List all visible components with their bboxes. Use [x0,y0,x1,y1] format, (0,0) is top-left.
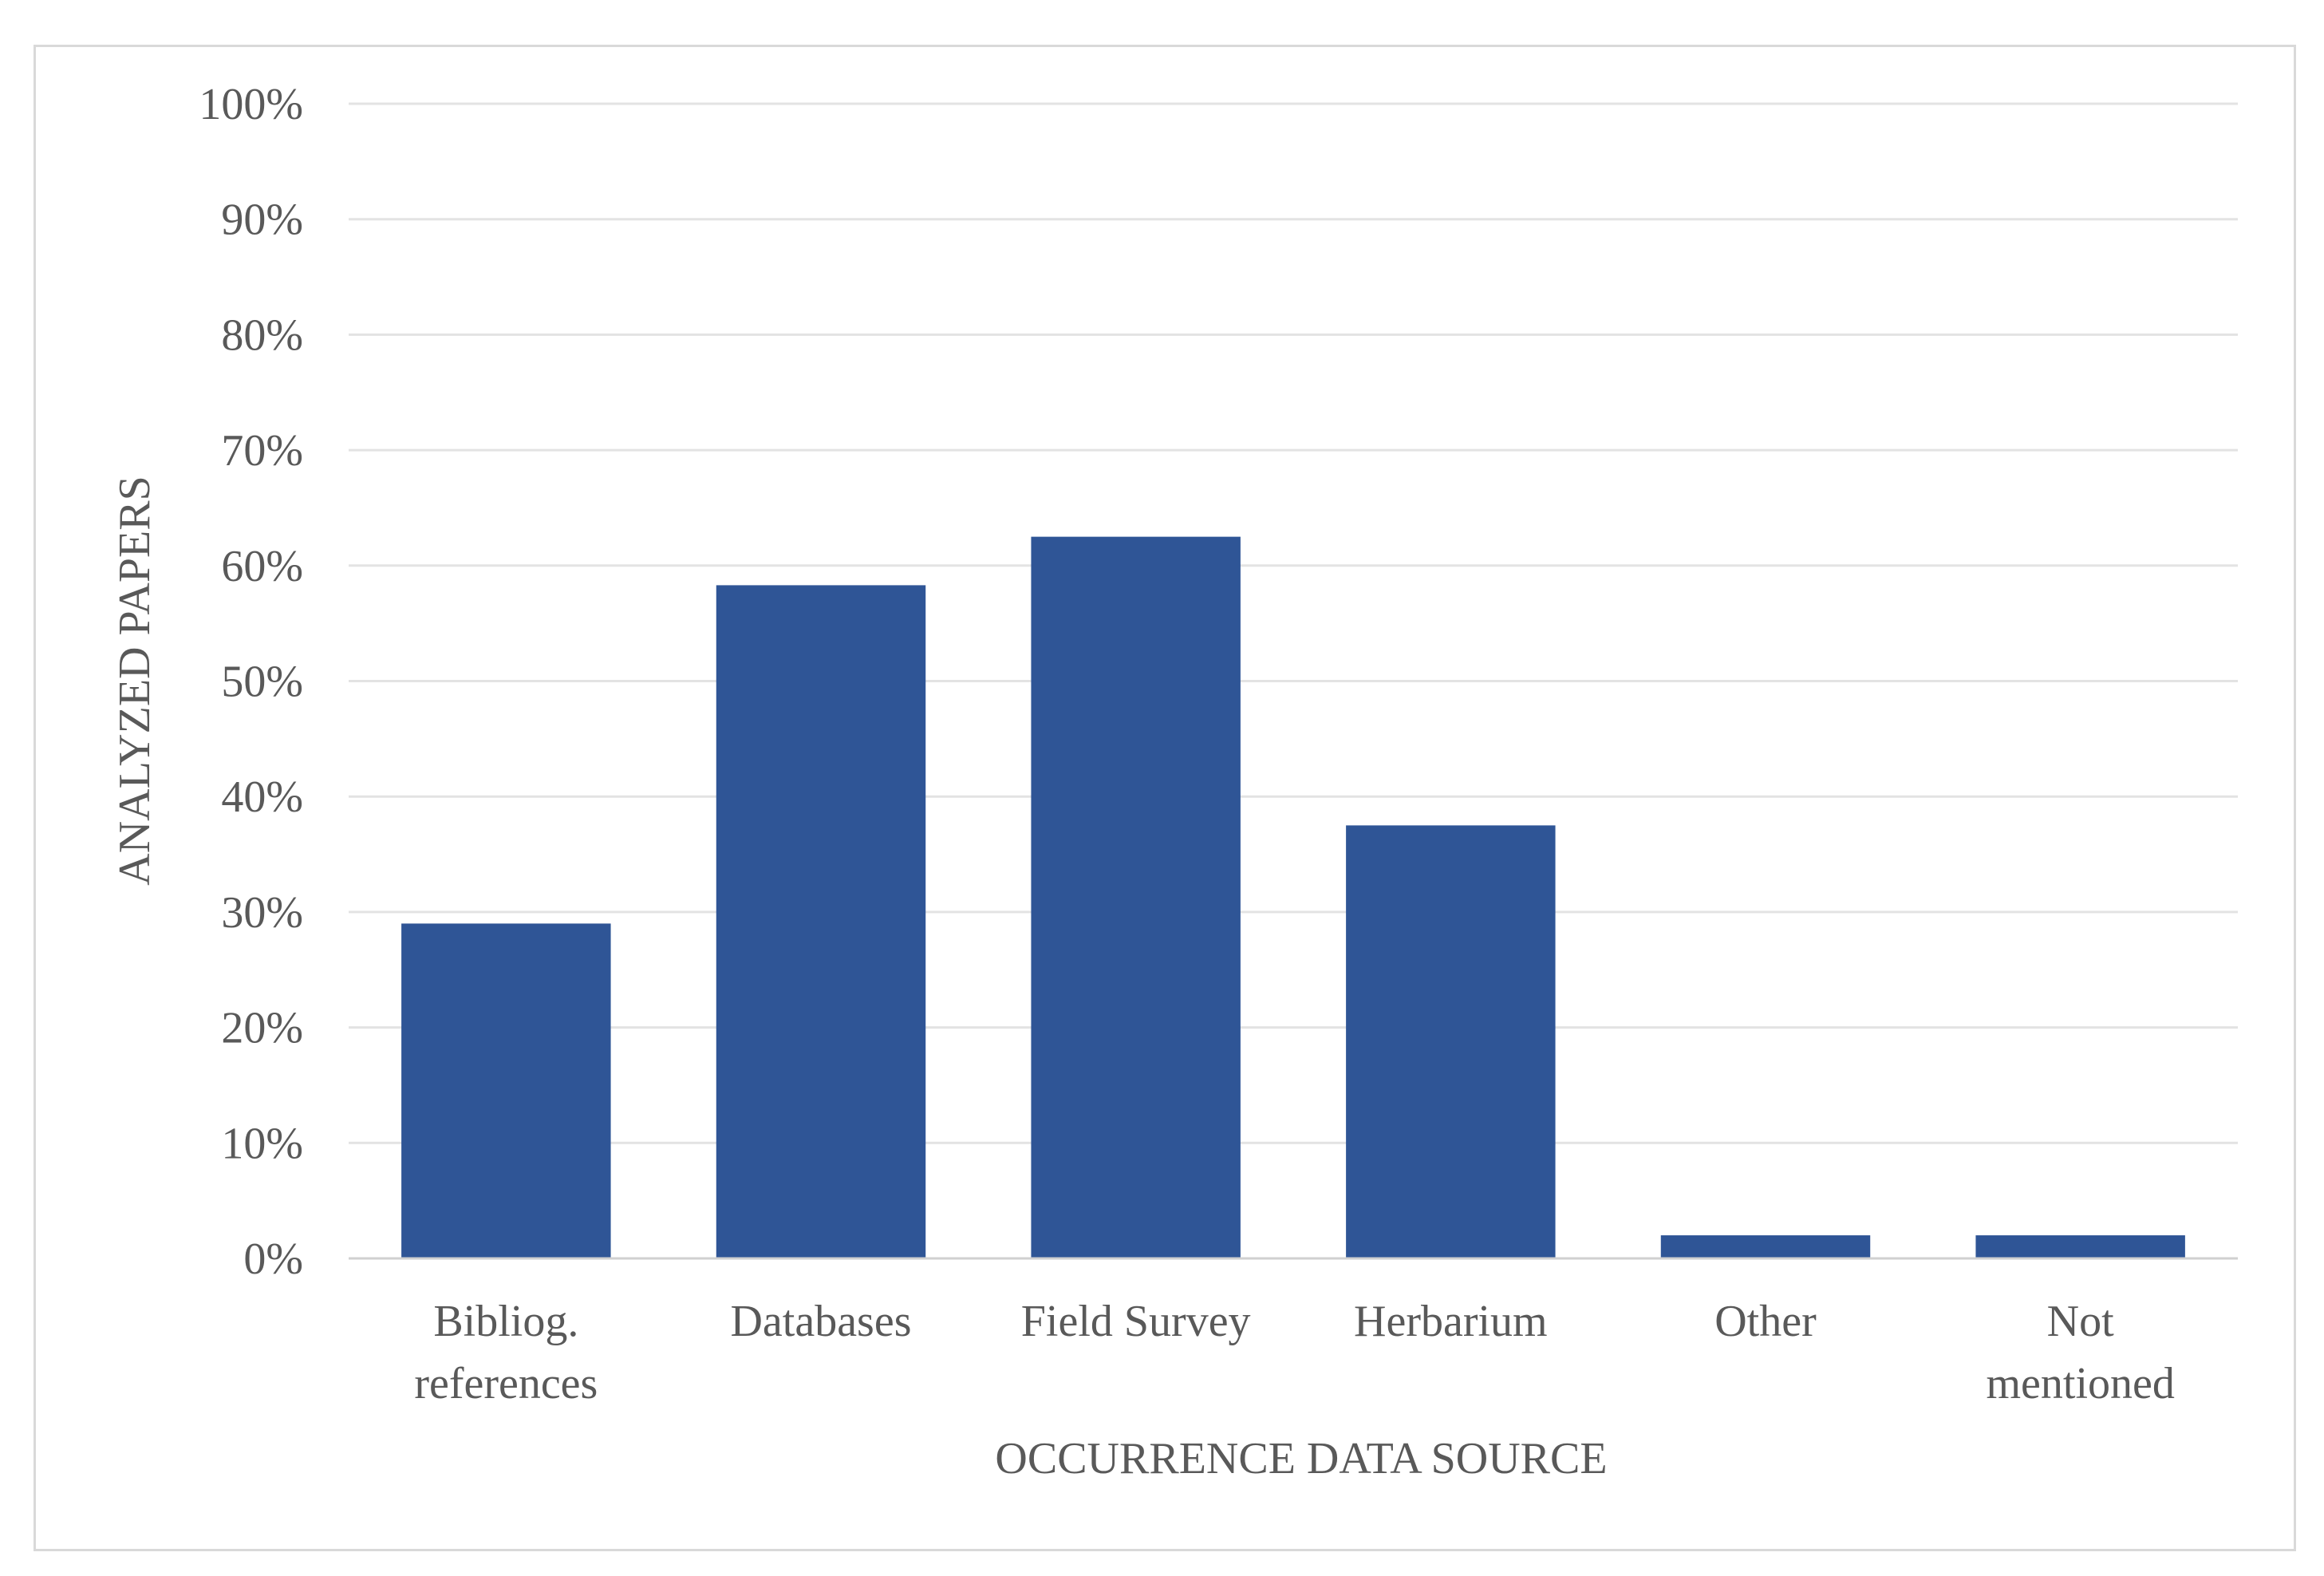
bars [401,536,2185,1258]
y-tick-label: 50% [221,658,303,707]
y-tick-label: 100% [199,80,303,129]
gridlines [349,102,2238,1144]
y-tick-label: 40% [221,772,303,822]
y-tick-label: 80% [221,310,303,360]
x-category-label: Other [1714,1297,1817,1346]
y-tick-label: 10% [221,1119,303,1168]
bar [401,923,611,1258]
bar [1975,1235,2185,1258]
x-category-labels: Bibliog. references Databases Field Survey H… [414,1297,2175,1408]
bar [1346,825,1556,1258]
x-category-label: Databases [730,1297,911,1346]
y-tick-label: 30% [221,888,303,938]
y-tick-label: 20% [221,1004,303,1053]
bar [1031,536,1241,1258]
y-axis-title: ANALYZED PAPERS [110,476,160,886]
x-category-label: Not mentioned [1986,1297,2174,1408]
x-axis-title: OCCURRENCE DATA SOURCE [995,1434,1607,1483]
x-category-label: Herbarium [1354,1297,1548,1346]
bar [716,585,926,1258]
y-tick-label: 0% [243,1234,303,1284]
y-tick-label: 90% [221,196,303,245]
y-tick-label: 70% [221,426,303,476]
y-tick-label: 60% [221,542,303,591]
y-tick-labels: 0% 10% 20% 30% 40% 50% 60% 70% 80% 90% 100% [199,80,303,1284]
x-category-label: Bibliog. references [414,1297,598,1408]
bar [1660,1235,1871,1258]
x-category-label: Field Survey [1021,1297,1251,1346]
